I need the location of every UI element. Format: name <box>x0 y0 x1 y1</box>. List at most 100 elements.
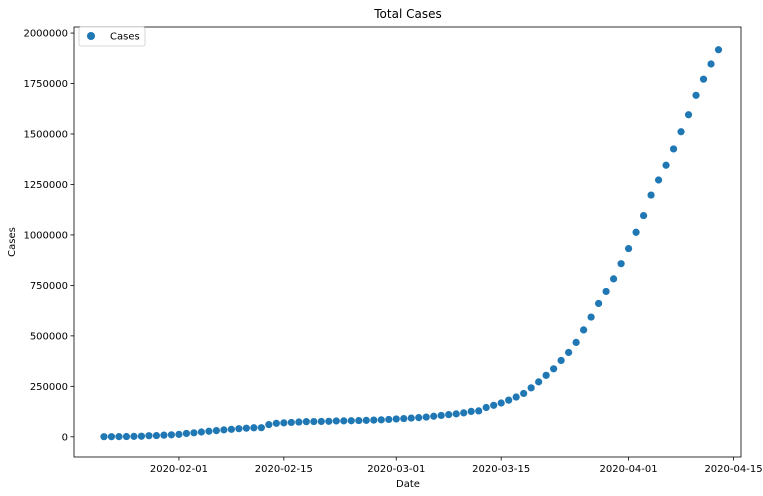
data-point <box>272 419 280 427</box>
data-point <box>595 299 603 308</box>
data-point <box>287 418 295 427</box>
data-point <box>302 418 310 426</box>
data-point <box>714 46 723 54</box>
data-point <box>497 399 505 407</box>
data-point <box>340 417 348 425</box>
data-point <box>107 433 116 441</box>
data-point <box>580 326 588 334</box>
data-point <box>190 429 198 437</box>
data-point <box>197 428 206 436</box>
data-point <box>609 275 618 283</box>
data-point <box>624 244 633 253</box>
y-tick-label: 500000 <box>30 331 68 342</box>
data-point <box>467 407 475 416</box>
data-point <box>654 176 663 184</box>
x-tick-label: 2020-02-01 <box>150 464 208 475</box>
data-point <box>242 424 250 432</box>
data-point <box>205 427 213 435</box>
data-point <box>475 407 483 415</box>
chart-title: Total Cases <box>373 7 441 21</box>
data-point <box>137 432 146 440</box>
data-point <box>130 432 138 440</box>
data-point <box>280 419 288 427</box>
data-point <box>437 411 445 420</box>
data-point <box>347 417 355 425</box>
y-tick-label: 2000000 <box>23 29 68 40</box>
data-point <box>220 426 228 434</box>
data-point <box>235 425 243 433</box>
data-point <box>707 60 715 68</box>
data-point <box>152 431 161 440</box>
data-point <box>662 161 670 169</box>
data-point <box>699 75 708 83</box>
x-tick-label: 2020-03-01 <box>367 464 425 475</box>
series-cases <box>100 46 723 441</box>
data-point <box>647 191 655 199</box>
data-point <box>332 417 340 425</box>
data-point <box>587 313 595 321</box>
data-point <box>565 348 573 357</box>
data-point <box>422 413 430 421</box>
y-tick-label: 1250000 <box>23 180 68 191</box>
data-point <box>265 421 273 429</box>
data-point <box>355 416 363 425</box>
data-point <box>490 401 498 409</box>
y-tick-label: 750000 <box>30 281 68 292</box>
data-point <box>550 365 558 373</box>
data-point <box>227 425 235 433</box>
data-point <box>167 431 176 439</box>
y-tick-label: 1750000 <box>23 79 68 90</box>
y-tick-label: 250000 <box>30 382 68 393</box>
data-point <box>557 356 565 365</box>
data-point <box>362 416 370 424</box>
y-tick-label: 1500000 <box>23 129 68 140</box>
y-axis-label: Cases <box>7 227 18 257</box>
x-axis: 2020-02-01 2020-02-15 2020-03-01 2020-03-15… <box>150 457 763 475</box>
x-tick-label: 2020-04-15 <box>704 464 762 475</box>
legend: Cases <box>78 26 146 47</box>
x-axis-label: Date <box>396 479 420 490</box>
data-point <box>325 417 333 425</box>
data-point <box>295 418 303 426</box>
data-point <box>452 410 460 418</box>
data-point <box>669 145 678 153</box>
data-point <box>527 384 535 392</box>
data-point <box>385 415 393 424</box>
data-point <box>520 389 528 398</box>
data-point <box>505 396 513 404</box>
data-point <box>602 287 610 296</box>
data-point <box>572 338 580 347</box>
data-point <box>677 128 685 136</box>
data-point <box>377 416 385 424</box>
data-point <box>370 416 378 424</box>
y-axis: 0 250000 500000 750000 1000000 1250000 1500000… <box>23 29 74 443</box>
data-point <box>145 432 153 440</box>
data-point <box>617 260 625 268</box>
x-tick-label: 2020-03-15 <box>472 464 530 475</box>
data-point <box>400 414 408 423</box>
data-point <box>100 433 108 441</box>
plot-area <box>73 26 742 458</box>
data-point <box>445 411 453 419</box>
data-point <box>632 228 640 236</box>
data-point <box>212 426 220 435</box>
data-point <box>692 91 700 99</box>
data-point <box>639 211 648 220</box>
data-point <box>535 378 543 386</box>
data-point <box>182 429 191 438</box>
data-point <box>407 414 415 422</box>
data-point <box>317 417 325 426</box>
y-tick-label: 1000000 <box>23 230 68 241</box>
data-point <box>257 424 265 432</box>
data-point <box>175 430 183 438</box>
data-point <box>542 371 550 379</box>
data-point <box>392 415 400 423</box>
data-point <box>460 409 468 417</box>
data-point <box>250 424 258 432</box>
data-point <box>430 412 438 420</box>
y-tick-label: 0 <box>62 432 68 443</box>
x-tick-label: 2020-04-01 <box>600 464 658 475</box>
data-point <box>684 111 693 119</box>
data-point <box>512 393 520 401</box>
